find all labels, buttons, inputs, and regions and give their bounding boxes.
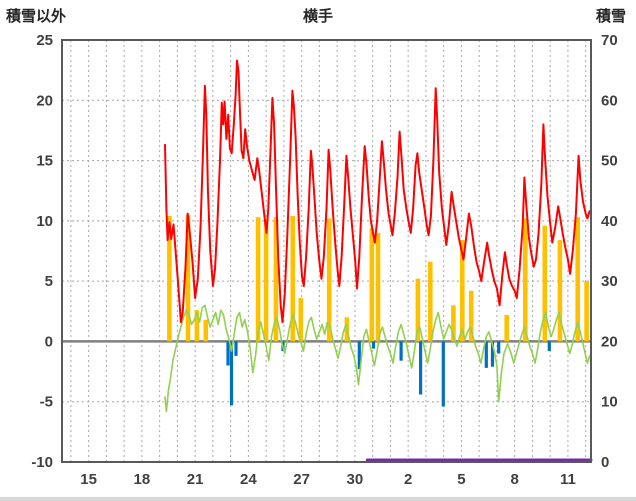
blue-bars <box>547 341 551 351</box>
y-left-tick-label: 5 <box>45 273 53 290</box>
blue-bars <box>490 341 495 367</box>
plot-frame <box>61 39 592 463</box>
x-tick-label: 11 <box>560 471 576 488</box>
blue-bars <box>229 341 234 406</box>
blue-bars <box>497 341 501 354</box>
window-edge <box>0 497 636 501</box>
orange-bars <box>167 216 172 342</box>
blue-bars <box>371 341 376 349</box>
orange-bars <box>290 216 296 342</box>
y-right-tick-label: 40 <box>601 213 618 230</box>
x-tick-label: 27 <box>293 471 310 488</box>
y-right-tick-label: 30 <box>601 273 618 290</box>
blue-bars <box>234 341 238 356</box>
y-right-tick-label: 10 <box>601 394 618 411</box>
y-left-tick-label: -10 <box>31 454 53 471</box>
orange-bars <box>523 218 528 342</box>
y-right-tick-label: 50 <box>601 153 618 170</box>
blue-bars <box>484 341 488 368</box>
red-line <box>164 59 591 324</box>
orange-bars <box>428 261 433 342</box>
orange-bars <box>375 232 381 342</box>
green-line <box>164 304 591 413</box>
orange-bars <box>504 314 509 342</box>
y-left-tick-label: 15 <box>36 153 53 170</box>
orange-bars <box>460 240 465 342</box>
left-axis-title: 積雪以外 <box>6 8 67 25</box>
y-right-tick-label: 20 <box>601 333 618 350</box>
blue-bars <box>357 341 361 370</box>
y-right-tick-label: 0 <box>601 454 609 471</box>
orange-bars <box>326 218 332 342</box>
blue-bars <box>441 341 445 407</box>
orange-bars <box>468 290 474 342</box>
x-tick-label: 15 <box>80 471 97 488</box>
x-tick-label: 18 <box>134 471 151 488</box>
orange-bars <box>203 319 209 342</box>
right-axis-title: 積雪 <box>595 8 626 25</box>
blue-bars <box>419 341 423 395</box>
x-tick-label: 5 <box>457 471 465 488</box>
orange-bars <box>575 217 580 342</box>
x-tick-label: 30 <box>347 471 364 488</box>
x-tick-label: 24 <box>240 471 257 488</box>
orange-bars <box>255 217 261 342</box>
orange-bars <box>415 278 421 342</box>
orange-bars <box>298 298 304 342</box>
orange-bars <box>542 225 548 342</box>
x-tick-label: 2 <box>404 471 412 488</box>
y-left-tick-label: 20 <box>36 92 53 109</box>
y-left-tick-label: 0 <box>45 333 53 350</box>
orange-bars <box>451 305 456 342</box>
blue-bars <box>399 341 403 361</box>
x-tick-label: 8 <box>510 471 518 488</box>
x-tick-label: 21 <box>187 471 204 488</box>
chart-title: 横手 <box>302 8 333 25</box>
orange-bars <box>557 240 563 342</box>
orange-bars <box>369 228 375 342</box>
blue-bars <box>226 341 230 366</box>
orange-bars <box>273 217 279 342</box>
orange-bars <box>263 218 269 342</box>
y-left-tick-label: 25 <box>36 32 53 49</box>
orange-bars <box>194 310 200 342</box>
y-right-tick-label: 60 <box>601 92 618 109</box>
y-right-tick-label: 70 <box>601 32 618 49</box>
y-left-tick-label: -5 <box>40 394 53 411</box>
orange-bars <box>584 281 589 342</box>
orange-bars <box>185 214 191 342</box>
y-left-tick-label: 10 <box>36 213 53 230</box>
